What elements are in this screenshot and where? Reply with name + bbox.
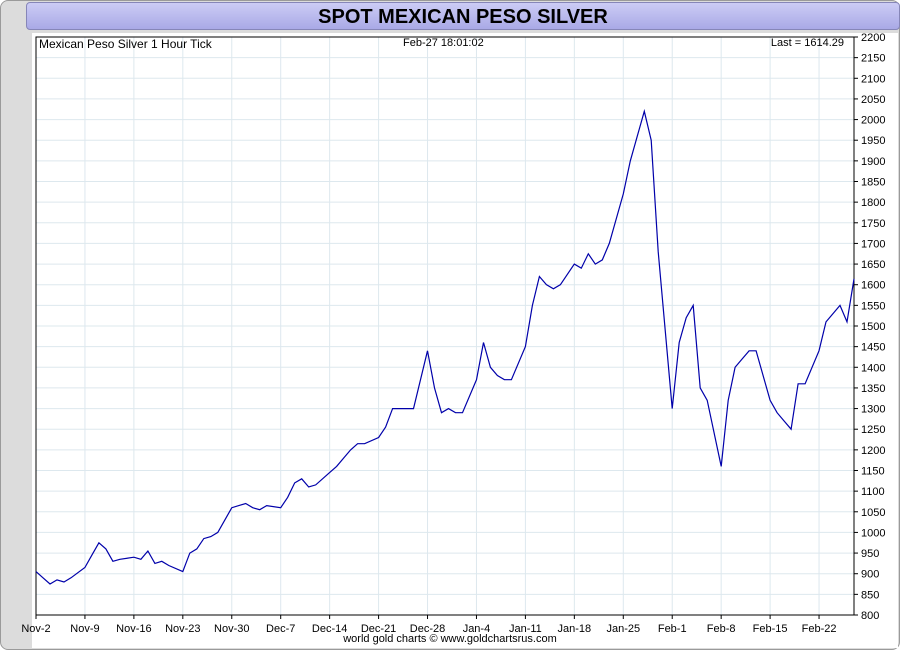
y-tick-label: 1150 (861, 466, 885, 478)
x-tick-label: Jan-25 (606, 623, 640, 635)
x-tick-label: Jan-4 (463, 623, 491, 635)
x-tick-label: Dec-14 (312, 623, 347, 635)
y-tick-label: 2050 (861, 94, 885, 106)
y-tick-label: 1850 (861, 177, 885, 189)
y-tick-label: 1300 (861, 404, 885, 416)
x-tick-label: Dec-28 (410, 623, 445, 635)
y-tick-label: 1050 (861, 507, 885, 519)
y-tick-label: 1000 (861, 527, 885, 539)
y-tick-label: 1500 (861, 321, 885, 333)
chart-subtitle: Mexican Peso Silver 1 Hour Tick (39, 37, 212, 51)
y-tick-label: 1650 (861, 259, 885, 271)
y-tick-label: 1750 (861, 218, 885, 230)
chart-footer: world gold charts © www.goldchartsrus.co… (343, 633, 557, 645)
y-tick-label: 1250 (861, 424, 885, 436)
x-tick-label: Jan-18 (558, 623, 592, 635)
x-tick-label: Feb-15 (753, 623, 788, 635)
y-tick-label: 1350 (861, 383, 885, 395)
y-tick-label: 1950 (861, 135, 885, 147)
x-tick-label: Nov-30 (214, 623, 249, 635)
y-tick-label: 1600 (861, 280, 885, 292)
x-tick-label: Jan-11 (509, 623, 542, 635)
x-tick-label: Feb-8 (707, 623, 736, 635)
y-tick-label: 1200 (861, 445, 885, 457)
x-tick-label: Dec-21 (361, 623, 396, 635)
x-tick-label: Nov-9 (70, 623, 99, 635)
series-line-mexican-peso-silver (35, 108, 855, 585)
y-tick-label: 2150 (861, 53, 885, 65)
y-tick-label: 2000 (861, 115, 885, 127)
y-tick-label: 1450 (861, 342, 885, 354)
x-tick-label: Nov-23 (165, 623, 200, 635)
x-axis: Nov-2 Nov-9 Nov-16 Nov-23 Nov-30 Dec-7 Dec-14 D… (21, 615, 836, 635)
y-tick-label: 2200 (861, 32, 885, 44)
last-value-label: Last = 1614.29 (770, 37, 844, 49)
y-tick-label: 1700 (861, 238, 885, 250)
y-tick-label: 1100 (861, 486, 885, 498)
x-tick-label: Feb-22 (802, 623, 837, 635)
x-tick-label: Nov-16 (116, 623, 151, 635)
y-tick-label: 2100 (861, 73, 885, 85)
y-tick-label: 850 (861, 589, 879, 601)
y-tick-label: 1900 (861, 156, 885, 168)
y-tick-label: 800 (861, 610, 879, 622)
y-axis: 800 850 900 950 1000 1050 1100 1150 1200 1250 1300… (854, 32, 885, 622)
y-tick-label: 900 (861, 569, 879, 581)
y-tick-label: 950 (861, 548, 879, 560)
x-tick-label: Nov-2 (21, 623, 50, 635)
plot-panel (32, 33, 898, 648)
chart-timestamp: Feb-27 18:01:02 (403, 37, 484, 49)
y-tick-label: 1400 (861, 362, 885, 374)
grid-lines (35, 36, 854, 616)
chart-title: SPOT MEXICAN PESO SILVER (26, 2, 900, 30)
x-tick-label: Dec-7 (266, 623, 295, 635)
y-tick-label: 1800 (861, 197, 885, 209)
y-tick-label: 1550 (861, 300, 885, 312)
x-tick-label: Feb-1 (658, 623, 687, 635)
